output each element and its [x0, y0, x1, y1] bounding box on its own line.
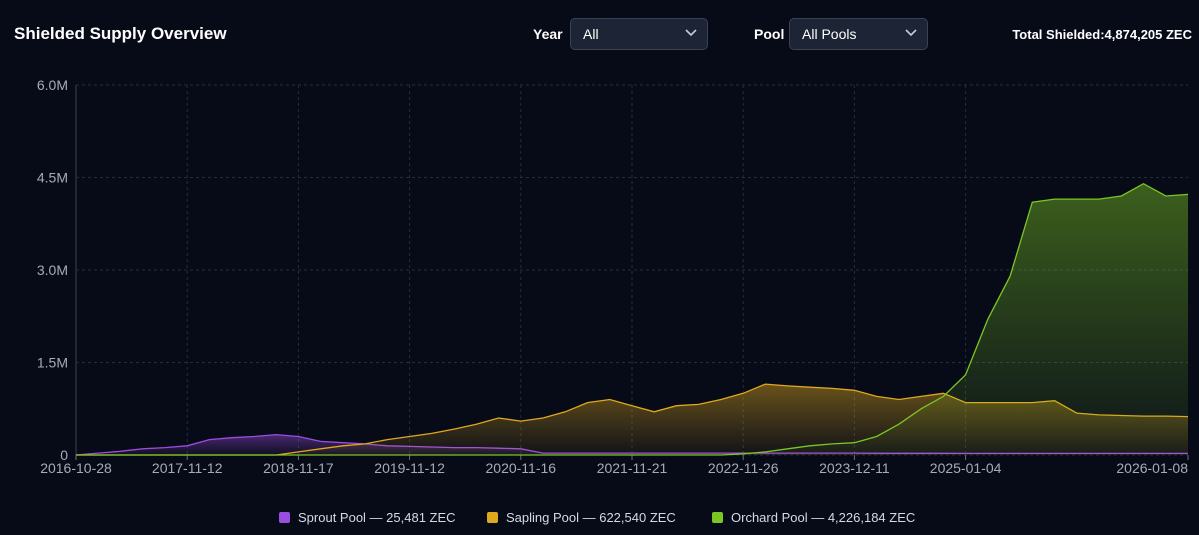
legend-swatch: [487, 512, 498, 523]
x-tick-label: 2021-11-21: [597, 460, 668, 476]
legend-label: Sapling Pool — 622,540 ZEC: [506, 510, 676, 525]
y-tick-label: 1.5M: [37, 355, 68, 371]
total-shielded: Total Shielded:4,874,205 ZEC: [1012, 27, 1192, 42]
pool-value: All Pools: [802, 26, 857, 42]
x-tick-label: 2018-11-17: [263, 460, 334, 476]
area: [76, 183, 1188, 455]
year-label: Year: [533, 26, 563, 42]
x-tick-label: 2025-01-04: [930, 460, 1002, 476]
y-tick-label: 4.5M: [37, 170, 68, 186]
chart: 0 1.5M 3.0M 4.5M 6.0M 2016-10-28 2017-11-12 201…: [37, 77, 1189, 476]
legend-swatch: [712, 512, 723, 523]
legend-item: Sprout Pool — 25,481 ZEC: [279, 510, 456, 525]
chevron: [685, 29, 697, 37]
x-tick-label: 2020-11-16: [486, 460, 557, 476]
y-tick-label: 0: [60, 447, 68, 463]
total-label: Total Shielded:: [1012, 27, 1105, 42]
line: [76, 182, 1189, 456]
legend-item: Orchard Pool — 4,226,184 ZEC: [712, 510, 915, 525]
total-value: 4,874,205 ZEC: [1104, 27, 1192, 42]
legend-label: Sprout Pool — 25,481 ZEC: [298, 510, 456, 525]
x-tick-label: 2023-12-11: [819, 460, 890, 476]
year-value: All: [583, 26, 599, 42]
x-tick-label: 2017-11-12: [152, 460, 223, 476]
x-tick-label: 2022-11-26: [708, 460, 779, 476]
x-tick-label: 2026-01-08: [1116, 460, 1188, 476]
legend-swatch: [279, 512, 290, 523]
pool-dropdown[interactable]: All Pools: [789, 18, 928, 50]
chevron: [905, 29, 917, 37]
legend-item: Sapling Pool — 622,540 ZEC: [487, 510, 676, 525]
pool-label: Pool: [754, 26, 785, 42]
legend-label: Orchard Pool — 4,226,184 ZEC: [731, 510, 916, 525]
x-tick-label: 2019-11-12: [374, 460, 445, 476]
y-tick-label: 6.0M: [37, 77, 68, 93]
y-tick-label: 3.0M: [37, 262, 68, 278]
x-tick-label: 2016-10-28: [40, 460, 112, 476]
year-dropdown[interactable]: All: [570, 18, 708, 50]
page-title: Shielded Supply Overview: [14, 24, 227, 43]
